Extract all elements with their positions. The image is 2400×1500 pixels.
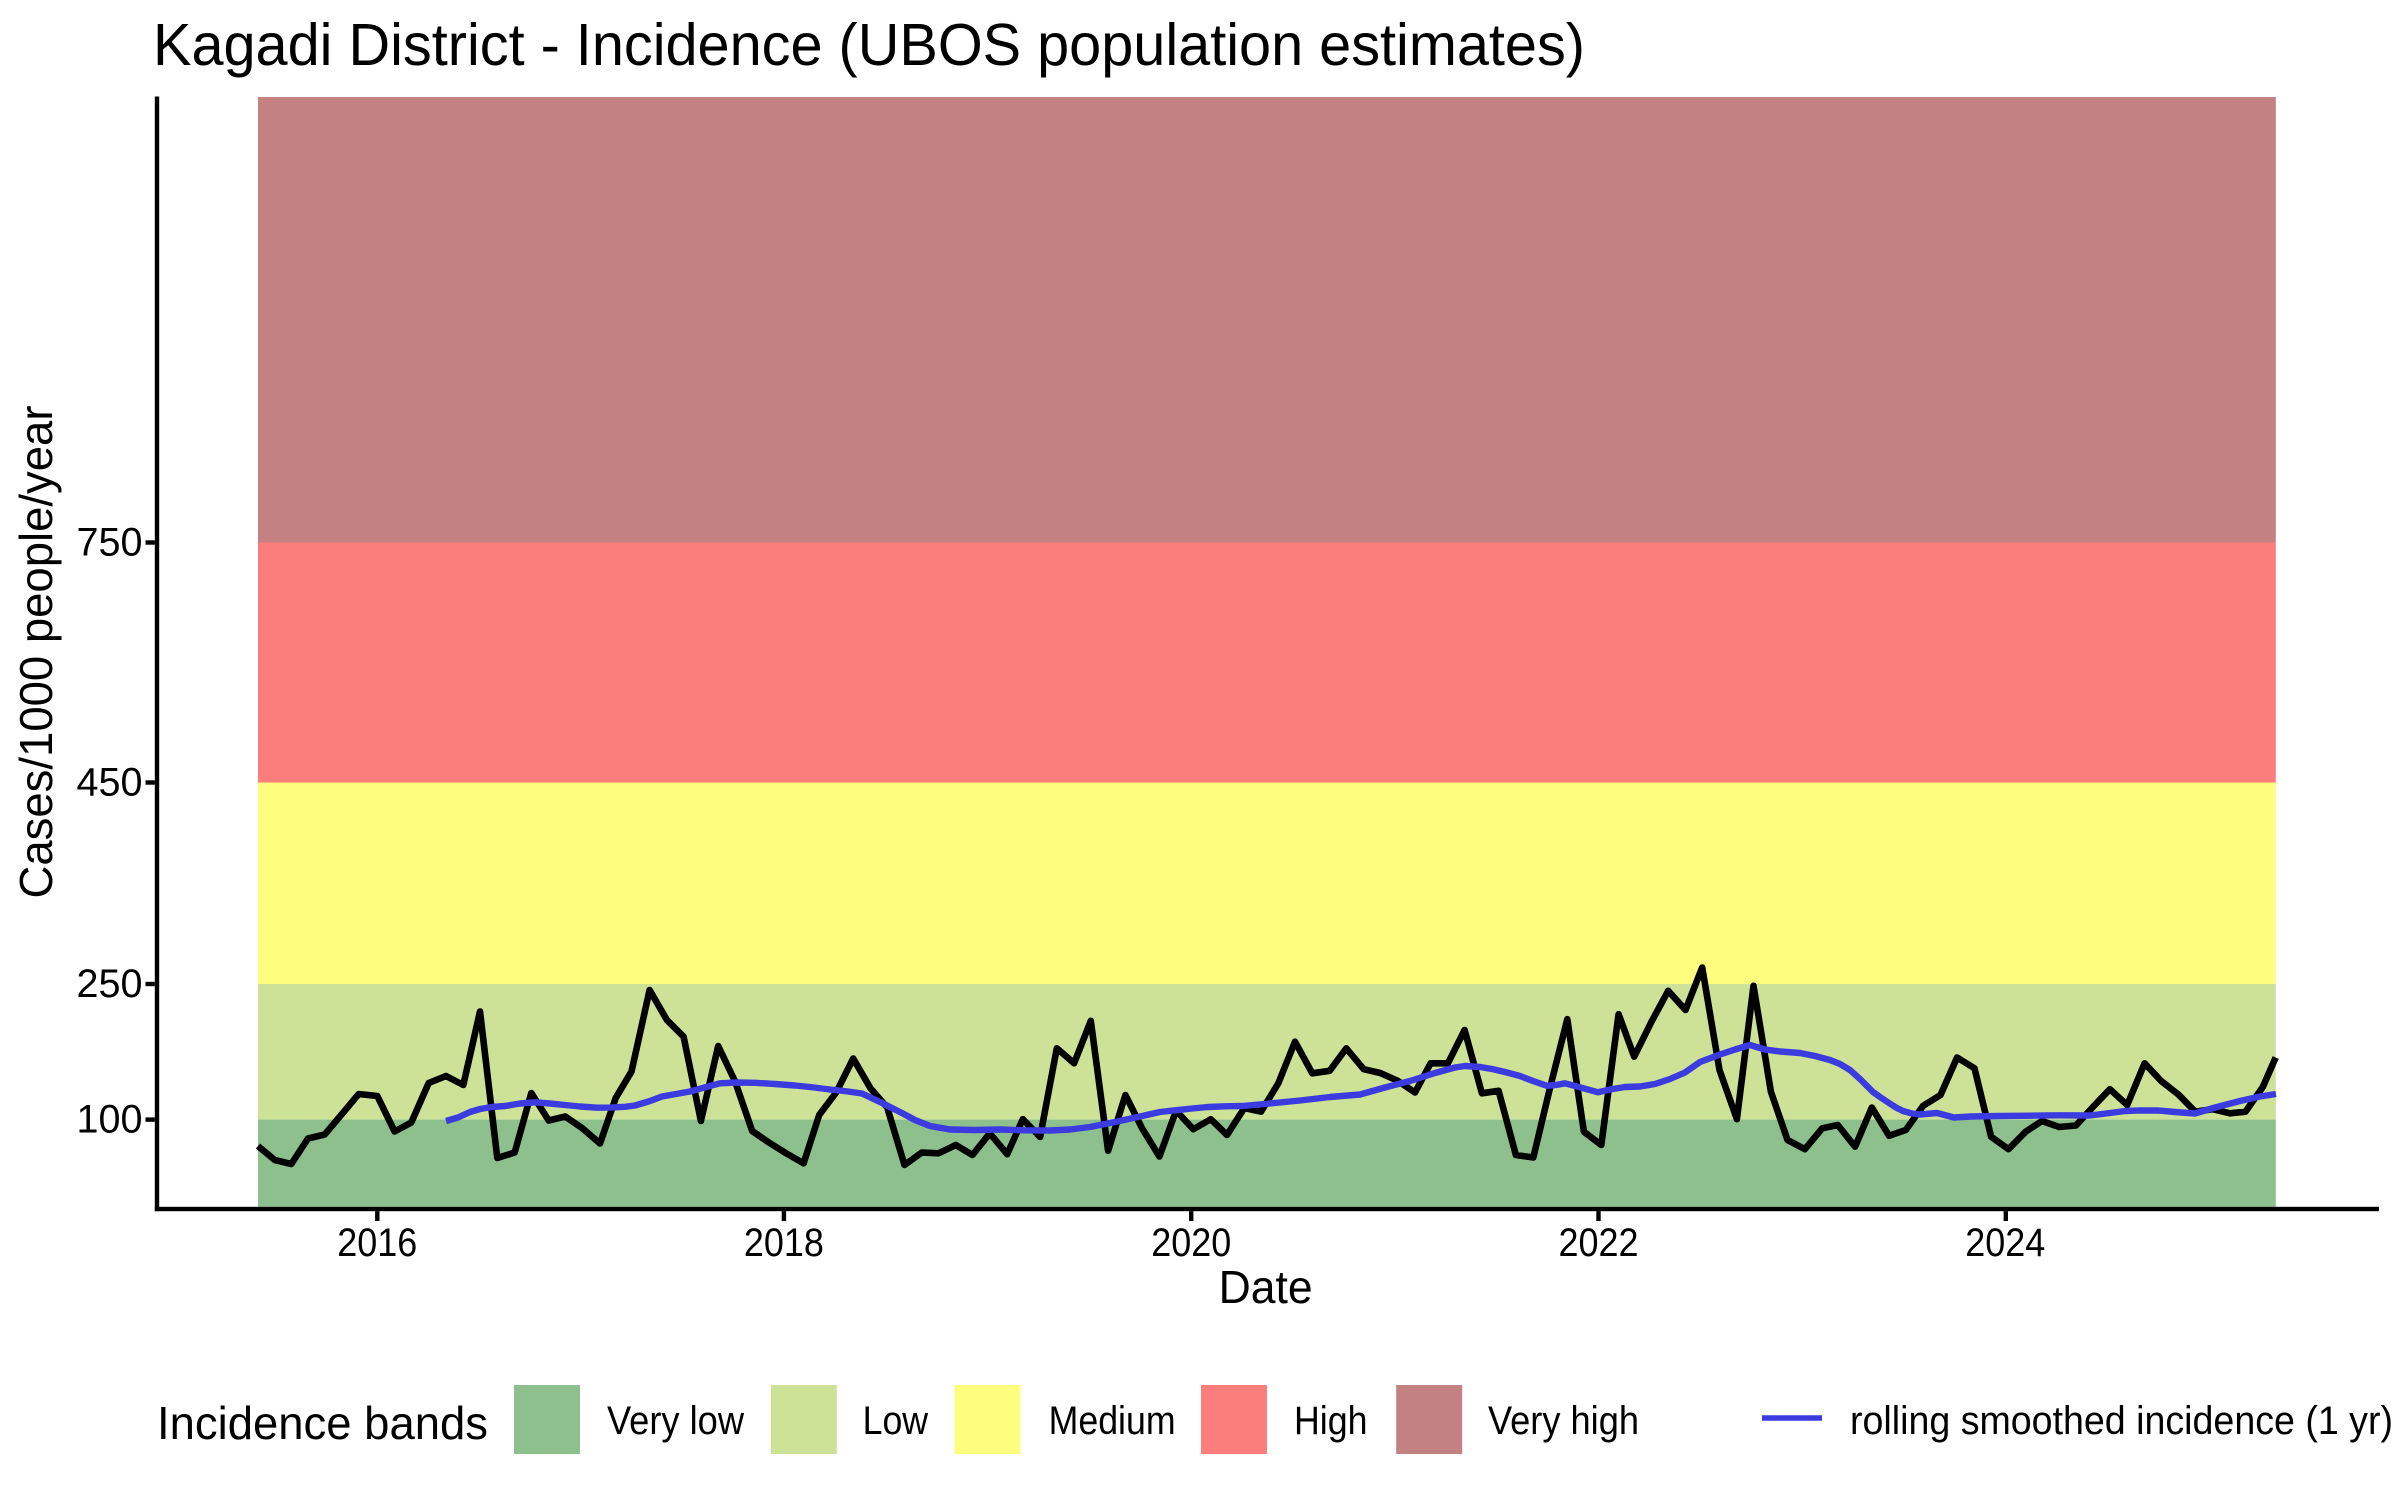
svg-text:Cases/1000 people/year: Cases/1000 people/year xyxy=(10,406,62,899)
svg-text:Low: Low xyxy=(863,1399,929,1443)
svg-text:Kagadi District - Incidence (U: Kagadi District - Incidence (UBOS popula… xyxy=(153,12,1585,78)
svg-text:250: 250 xyxy=(77,962,143,1006)
svg-text:Incidence bands: Incidence bands xyxy=(157,1397,488,1449)
svg-text:100: 100 xyxy=(77,1098,143,1142)
svg-text:Very low: Very low xyxy=(607,1399,744,1443)
svg-text:2016: 2016 xyxy=(337,1221,417,1265)
svg-text:Very high: Very high xyxy=(1488,1399,1639,1443)
svg-text:High: High xyxy=(1294,1399,1368,1443)
svg-text:750: 750 xyxy=(77,521,143,565)
svg-text:2024: 2024 xyxy=(1965,1221,2045,1265)
svg-text:Date: Date xyxy=(1219,1261,1313,1313)
svg-text:2018: 2018 xyxy=(744,1221,824,1265)
svg-text:450: 450 xyxy=(77,761,143,805)
svg-text:2020: 2020 xyxy=(1151,1221,1231,1265)
svg-text:rolling smoothed incidence (1: rolling smoothed incidence (1 yr) xyxy=(1850,1399,2393,1443)
svg-text:Medium: Medium xyxy=(1049,1399,1176,1443)
svg-text:2022: 2022 xyxy=(1559,1221,1639,1265)
